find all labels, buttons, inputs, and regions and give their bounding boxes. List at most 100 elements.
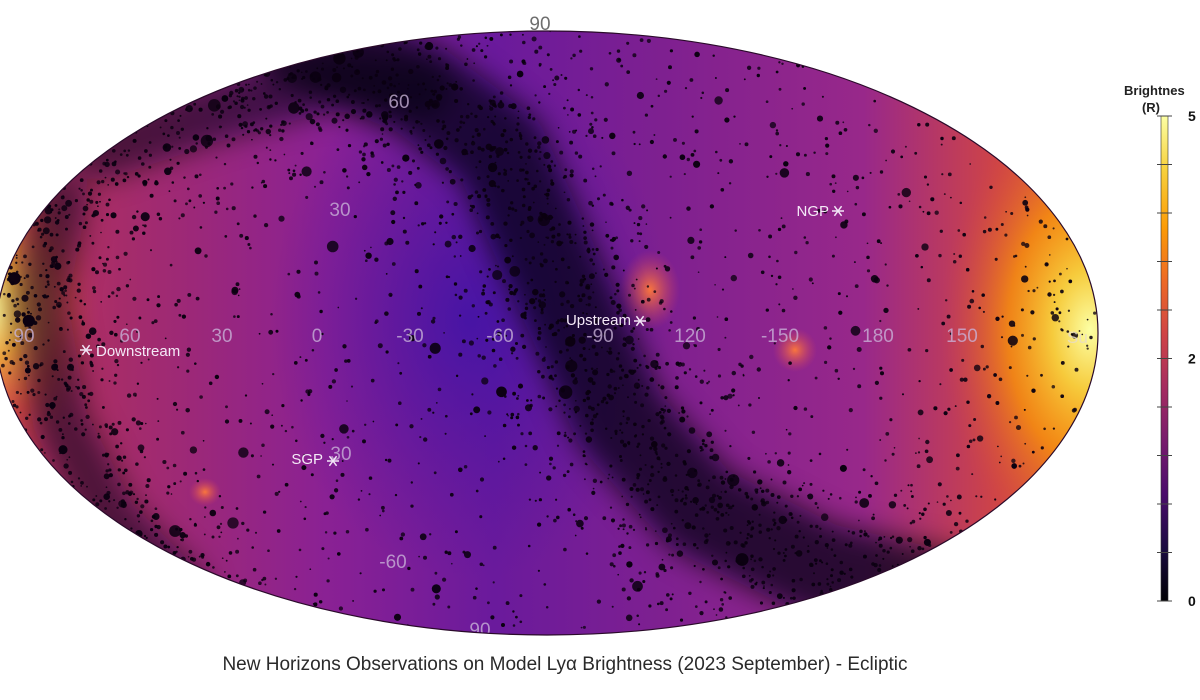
star-mask-dot [562,473,567,478]
star-mask-dot [504,244,508,248]
star-mask-dot [117,482,121,487]
star-mask-dot [679,618,684,622]
star-mask-dot [645,543,650,547]
star-mask-dot [702,567,705,571]
star-mask-dot [56,369,59,372]
star-mask-dot [228,551,233,555]
star-mask-dot [300,108,305,113]
star-mask-dot [489,106,494,111]
star-mask-dot [198,107,203,112]
star-mask-dot [616,289,620,293]
star-mask-dot [1,363,5,368]
star-mask-dot [749,534,754,538]
star-mask-dot [590,367,594,371]
star-mask-dot [179,532,186,539]
star-mask-dot [1030,310,1035,315]
star-mask-dot [320,67,325,71]
star-mask-dot [350,100,355,104]
star-mask-dot [66,301,69,304]
star-mask-dot [825,562,829,565]
star-mask-dot [958,254,962,258]
star-mask-dot [519,155,523,159]
star-mask-dot [499,100,503,103]
star-mask-dot [843,572,846,575]
star-mask-dot [628,208,632,212]
star-mask-dot [686,415,689,418]
star-mask-dot [853,261,856,264]
star-mask-dot [1043,224,1048,229]
star-mask-dot [688,473,690,476]
star-mask-dot [579,283,583,287]
star-mask-dot [148,141,152,144]
star-mask-dot [261,179,266,184]
star-mask-dot [583,478,586,481]
star-mask-dot [502,457,506,460]
star-mask-dot [353,214,357,219]
star-mask-dot [878,564,882,567]
star-mask-dot [361,157,366,162]
star-mask-dot [518,134,523,138]
star-mask-dot [788,512,793,516]
star-mask-dot [646,209,649,212]
star-mask-dot [765,100,769,104]
star-mask-dot [274,491,279,496]
star-mask-dot [435,152,440,156]
star-mask-dot [995,316,1000,321]
star-mask-dot [13,310,22,318]
star-mask-dot [432,602,436,606]
star-mask-dot [400,127,403,130]
star-mask-dot [284,482,289,487]
star-mask-dot [591,381,596,386]
star-mask-dot [61,249,65,253]
star-mask-dot [681,490,684,493]
star-mask-dot [266,105,271,110]
star-mask-dot [1024,265,1027,268]
star-mask-dot [268,94,273,99]
star-mask-dot [545,192,550,197]
colorbar-tick-label: 5 [1188,108,1196,124]
star-mask-dot [555,140,559,144]
star-mask-dot [305,195,309,199]
star-mask-dot [505,601,510,606]
star-mask-dot [535,351,540,356]
star-mask-dot [238,418,243,423]
star-mask-dot [149,193,154,198]
star-mask-dot [176,298,181,303]
star-mask-dot [649,377,655,382]
star-mask-dot [150,519,154,523]
star-mask-dot [747,521,752,525]
star-mask-dot [527,544,531,548]
star-mask-dot [577,294,581,298]
star-mask-dot [648,604,652,608]
star-mask-dot [969,163,972,165]
star-mask-dot [714,283,716,286]
star-mask-dot [449,178,456,185]
star-mask-dot [11,299,15,303]
star-mask-dot [785,428,788,431]
star-mask-dot [156,212,161,217]
star-mask-dot [189,556,194,561]
star-mask-dot [246,104,249,106]
star-mask-dot [329,494,335,500]
star-mask-dot [644,463,647,467]
star-mask-dot [187,292,192,297]
star-mask-dot [388,93,394,98]
star-mask-dot [830,548,834,551]
star-mask-dot [27,310,30,314]
star-mask-dot [526,178,529,181]
star-mask-dot [654,450,658,454]
star-mask-dot [502,279,506,284]
star-mask-dot [382,119,385,123]
star-mask-dot [658,458,661,461]
star-mask-dot [528,205,532,210]
star-mask-dot [556,232,561,237]
star-mask-dot [32,392,36,397]
star-mask-dot [817,208,821,213]
star-mask-dot [34,221,39,226]
star-mask-dot [858,490,862,494]
star-mask-dot [289,176,293,181]
star-mask-dot [566,99,569,102]
star-mask-dot [80,422,84,426]
star-mask-dot [295,439,298,443]
star-mask-dot [827,345,832,350]
